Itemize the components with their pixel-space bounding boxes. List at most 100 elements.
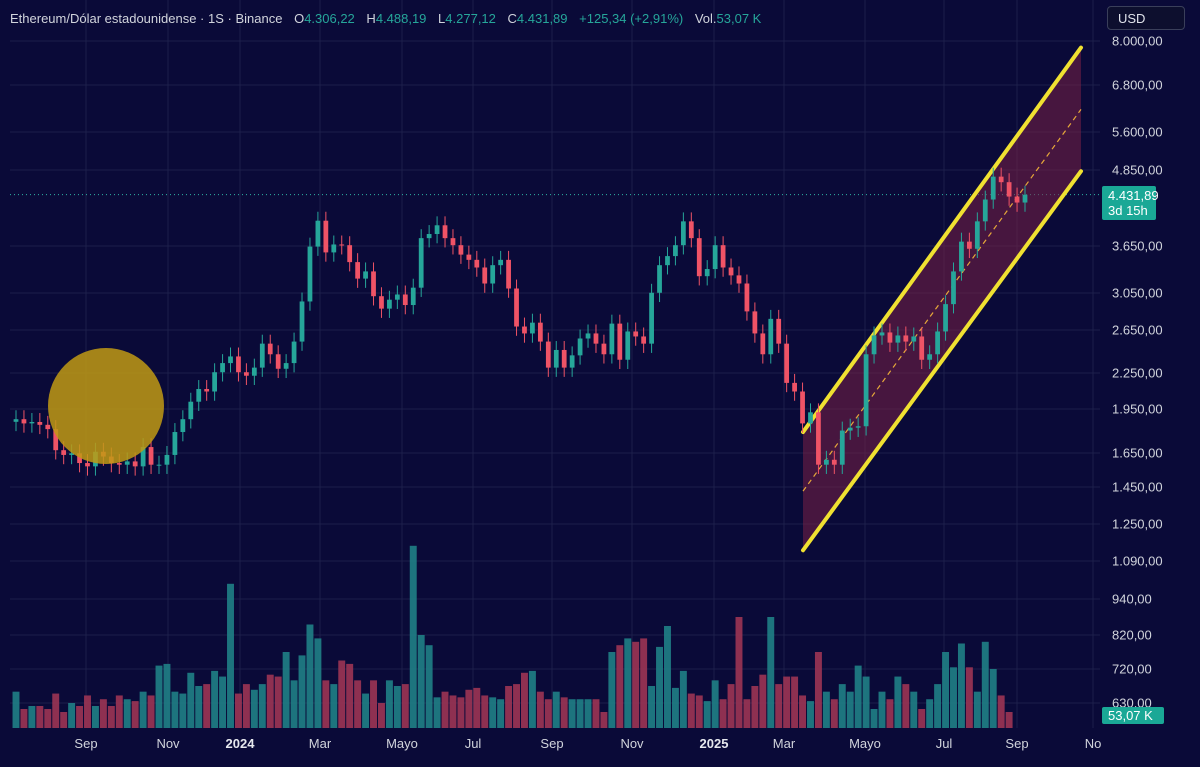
candle-body [943, 304, 948, 332]
candle-body [617, 323, 623, 360]
volume-bar [250, 689, 258, 728]
candle-body [696, 238, 702, 277]
volume-bar [258, 684, 266, 728]
volume-bar [377, 703, 385, 728]
volume-bar [362, 693, 370, 728]
price-tick-label: 2.250,00 [1112, 365, 1163, 381]
candle-body [1006, 182, 1012, 197]
price-tick-label: 1.090,00 [1112, 553, 1163, 569]
candle-body [442, 225, 448, 239]
volume-bar [489, 697, 497, 728]
candle-body [609, 323, 615, 355]
volume-bar [719, 699, 727, 728]
volume-bar [735, 617, 743, 728]
volume-bar [759, 674, 767, 728]
candle-body [506, 259, 511, 289]
candle-body [577, 338, 583, 356]
candle-body [808, 412, 813, 424]
candle-body [847, 427, 853, 431]
volume-bar [902, 684, 910, 728]
candle-body [418, 238, 424, 288]
time-tick-label: 2024 [225, 736, 255, 751]
volume-bar [791, 676, 799, 728]
volume-bar [131, 701, 139, 728]
volume-bar [957, 643, 965, 728]
volume-bar [616, 645, 624, 728]
volume-bar [584, 699, 592, 728]
volume-bar [163, 663, 171, 728]
candle-body [299, 301, 305, 342]
candle-body [61, 450, 67, 455]
candle-body [323, 220, 329, 253]
price-tick-label: 720,00 [1112, 661, 1152, 677]
channel-fill [803, 47, 1081, 551]
volume-bar [846, 691, 854, 728]
last-price-value: 4.431,89 [1108, 188, 1159, 203]
candle-body [649, 292, 654, 344]
price-tick-label: 820,00 [1112, 627, 1152, 643]
volume-bar [449, 695, 457, 728]
candle-body [434, 225, 440, 235]
candle-body [863, 354, 869, 427]
volume-bar [671, 687, 679, 728]
volume-bar [306, 624, 314, 728]
volume-bar [425, 645, 433, 728]
candle-body [259, 343, 265, 368]
volume-bar [354, 680, 362, 728]
volume-bar [481, 695, 489, 728]
high-label: H [366, 11, 376, 26]
volume-bar [600, 712, 608, 728]
volume-bar [330, 684, 338, 728]
time-tick-label: Mayo [386, 736, 418, 751]
volume-bar [592, 699, 600, 728]
volume-bar [227, 583, 234, 728]
price-tick-label: 3.050,00 [1112, 285, 1163, 301]
candle-body [331, 244, 337, 253]
volume-bar [465, 689, 473, 728]
volume-bar [457, 697, 465, 728]
volume-bar [536, 691, 544, 728]
candle-body [625, 331, 631, 360]
candle-body [204, 389, 210, 392]
candle-body [553, 349, 559, 368]
candle-body [244, 372, 249, 376]
candle-body [951, 271, 956, 305]
volume-bar [322, 680, 330, 728]
candle-body [522, 326, 527, 334]
volume-bar [52, 693, 60, 728]
candle-body [982, 199, 988, 222]
volume-bar [624, 638, 632, 728]
candle-body [402, 294, 408, 306]
candle-body [728, 267, 734, 276]
candle-body [363, 271, 368, 279]
candle-body [148, 447, 154, 465]
volume-bar [338, 660, 346, 728]
volume-bar [60, 712, 68, 728]
volume-bar [91, 706, 99, 728]
candle-body [665, 256, 670, 266]
candle-body [172, 432, 178, 455]
candle-body [140, 447, 146, 467]
volume-bar [203, 684, 211, 728]
candle-body [188, 401, 194, 420]
candle-body [967, 241, 972, 249]
volume-bar [84, 695, 91, 728]
candle-body [53, 429, 59, 451]
candle-body [116, 463, 122, 465]
candle-body [315, 220, 321, 247]
volume-bar [965, 667, 973, 728]
volume-bar [139, 691, 147, 728]
candle-body [37, 421, 43, 425]
volume-bar [560, 697, 568, 728]
currency-selector[interactable]: USD [1107, 6, 1185, 30]
candle-body [823, 459, 829, 465]
time-tick-label: Sep [74, 736, 98, 751]
candle-body [498, 259, 504, 266]
candle-body [21, 419, 27, 424]
volume-bar [814, 652, 822, 728]
candle-body [720, 245, 726, 268]
volume-bar [521, 672, 528, 728]
candle-body [927, 354, 933, 360]
volume-bar [211, 670, 219, 728]
